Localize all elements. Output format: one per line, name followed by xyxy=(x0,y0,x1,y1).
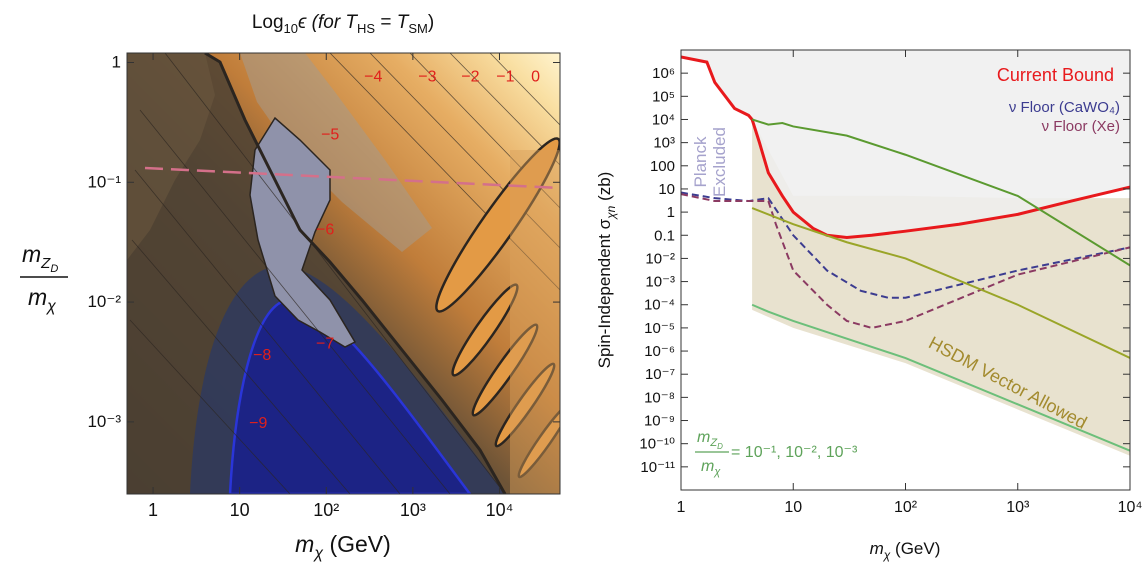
chart-title: Log10ϵ (for THS = TSM) xyxy=(252,12,434,36)
series-label: ν Floor (CaWO₄) xyxy=(1009,99,1120,116)
contour-field xyxy=(127,53,560,494)
x-tick-label: 10³ xyxy=(400,500,426,520)
planck-label: Planck Excluded xyxy=(691,127,729,197)
y-label-denominator: mχ xyxy=(28,284,56,315)
y-tick-label: 10⁵ xyxy=(652,88,675,105)
label-part: (GeV) xyxy=(890,539,940,558)
label-part: (GeV) xyxy=(323,531,391,557)
label-part: χ xyxy=(883,548,891,562)
y-tick-label: 10⁻³ xyxy=(645,274,675,291)
x-axis-label: mχ (GeV) xyxy=(295,531,391,562)
y-axis-label: Spin-Independent σχn (zb) xyxy=(595,172,618,369)
y-tick-label: 1 xyxy=(667,204,675,221)
y-tick-label: 10⁻² xyxy=(645,250,675,267)
contour-label: −9 xyxy=(249,415,267,432)
y-axis-label: mZD mχ xyxy=(20,241,68,315)
label-part: m xyxy=(870,539,884,558)
x-tick-label: 10⁴ xyxy=(1118,499,1143,516)
y-tick-label: 10⁻¹ xyxy=(87,172,121,191)
contour-label: 0 xyxy=(531,68,540,85)
y-tick-label: 10³ xyxy=(653,135,675,152)
plot-marks xyxy=(681,50,1130,456)
x-tick-label: 10⁴ xyxy=(486,500,514,520)
annotation-part: Z xyxy=(709,437,718,449)
x-tick-label: 10² xyxy=(894,499,918,516)
series-line xyxy=(751,303,1130,452)
label-part: Z xyxy=(40,255,51,272)
x-tick-label: 10² xyxy=(313,500,339,520)
y-tick-label: 10⁻⁵ xyxy=(644,320,675,337)
label-part: m xyxy=(295,531,314,557)
y-tick-label: 10 xyxy=(658,181,675,198)
contour-label: −2 xyxy=(461,68,479,85)
contour-label: −5 xyxy=(321,126,339,143)
y-tick-label: 10⁻⁹ xyxy=(644,413,675,430)
annotation-part: D xyxy=(717,442,723,451)
label-part: m xyxy=(22,241,41,267)
title-part: ϵ (for xyxy=(298,12,345,33)
plot-frame xyxy=(126,52,561,495)
contour-label: −3 xyxy=(418,68,436,85)
series-label: Current Bound xyxy=(997,65,1114,85)
x-tick-label: 10 xyxy=(230,500,250,520)
y-tick-label: 10⁶ xyxy=(652,65,675,82)
x-axis-label: mχ (GeV) xyxy=(870,539,941,562)
title-part: HS xyxy=(357,21,375,36)
annotation-denominator: mχ xyxy=(701,458,721,478)
series-label: ν Floor (Xe) xyxy=(1042,118,1120,135)
label-part: χ xyxy=(312,545,323,562)
y-tick-label: 10⁻⁷ xyxy=(645,366,675,383)
series-line xyxy=(751,118,1130,267)
contour-label: −8 xyxy=(253,347,271,364)
y-tick-label: 10⁻⁸ xyxy=(644,389,675,406)
title-part: = xyxy=(375,12,397,33)
series-line xyxy=(751,207,1130,359)
x-tick-label: 10 xyxy=(784,499,802,516)
y-tick-label: 10⁻⁴ xyxy=(644,297,675,314)
title-part: SM xyxy=(408,21,428,36)
y-tick-label: 10⁻³ xyxy=(87,412,121,431)
y-tick-label: 10⁻¹¹ xyxy=(640,459,675,476)
y-tick-label: 0.1 xyxy=(654,227,675,244)
y-tick-label: 10⁻⁶ xyxy=(644,343,675,360)
y-tick-label: 1 xyxy=(112,52,121,71)
x-tick-label: 10³ xyxy=(1006,499,1030,516)
series-line xyxy=(681,191,1130,299)
y-tick-label: 10⁴ xyxy=(652,111,675,128)
annotation-part: m xyxy=(701,458,714,475)
annotation-numerator: mZD xyxy=(697,429,723,451)
title-part: 10 xyxy=(284,21,298,36)
annotation-part: χ xyxy=(713,466,721,478)
y-label-numerator: mZD xyxy=(22,241,58,275)
title-part: Log xyxy=(252,12,284,33)
contour-label: −4 xyxy=(364,68,382,85)
y-tick-label: 100 xyxy=(650,158,675,175)
x-tick-label: 1 xyxy=(148,500,158,520)
title-part: T xyxy=(345,12,358,33)
label-part: m xyxy=(28,284,47,310)
y-tick-label: 10⁻² xyxy=(87,292,121,311)
annotation: mZD mχ = 10⁻¹, 10⁻², 10⁻³ xyxy=(695,429,858,478)
label-part: χ xyxy=(45,298,56,315)
planck-line: Excluded xyxy=(710,127,729,197)
y-tick-label: 10⁻¹⁰ xyxy=(639,436,675,453)
series-line xyxy=(681,55,1130,240)
label-part: χn xyxy=(604,205,618,220)
contour-label: −7 xyxy=(316,335,334,352)
contour-label: −6 xyxy=(316,222,334,239)
planck-line: Planck xyxy=(691,136,710,188)
title-part: T xyxy=(397,12,410,33)
label-part: D xyxy=(50,263,58,275)
annotation-part: m xyxy=(697,429,710,446)
x-tick-label: 1 xyxy=(677,499,686,516)
contour-label: −1 xyxy=(496,68,514,85)
title-part: ) xyxy=(428,12,434,33)
label-part: Spin-Independent σ xyxy=(595,218,614,368)
annotation-values: = 10⁻¹, 10⁻², 10⁻³ xyxy=(731,444,858,461)
label-part: (zb) xyxy=(595,172,614,206)
excluded-region xyxy=(681,50,1130,238)
